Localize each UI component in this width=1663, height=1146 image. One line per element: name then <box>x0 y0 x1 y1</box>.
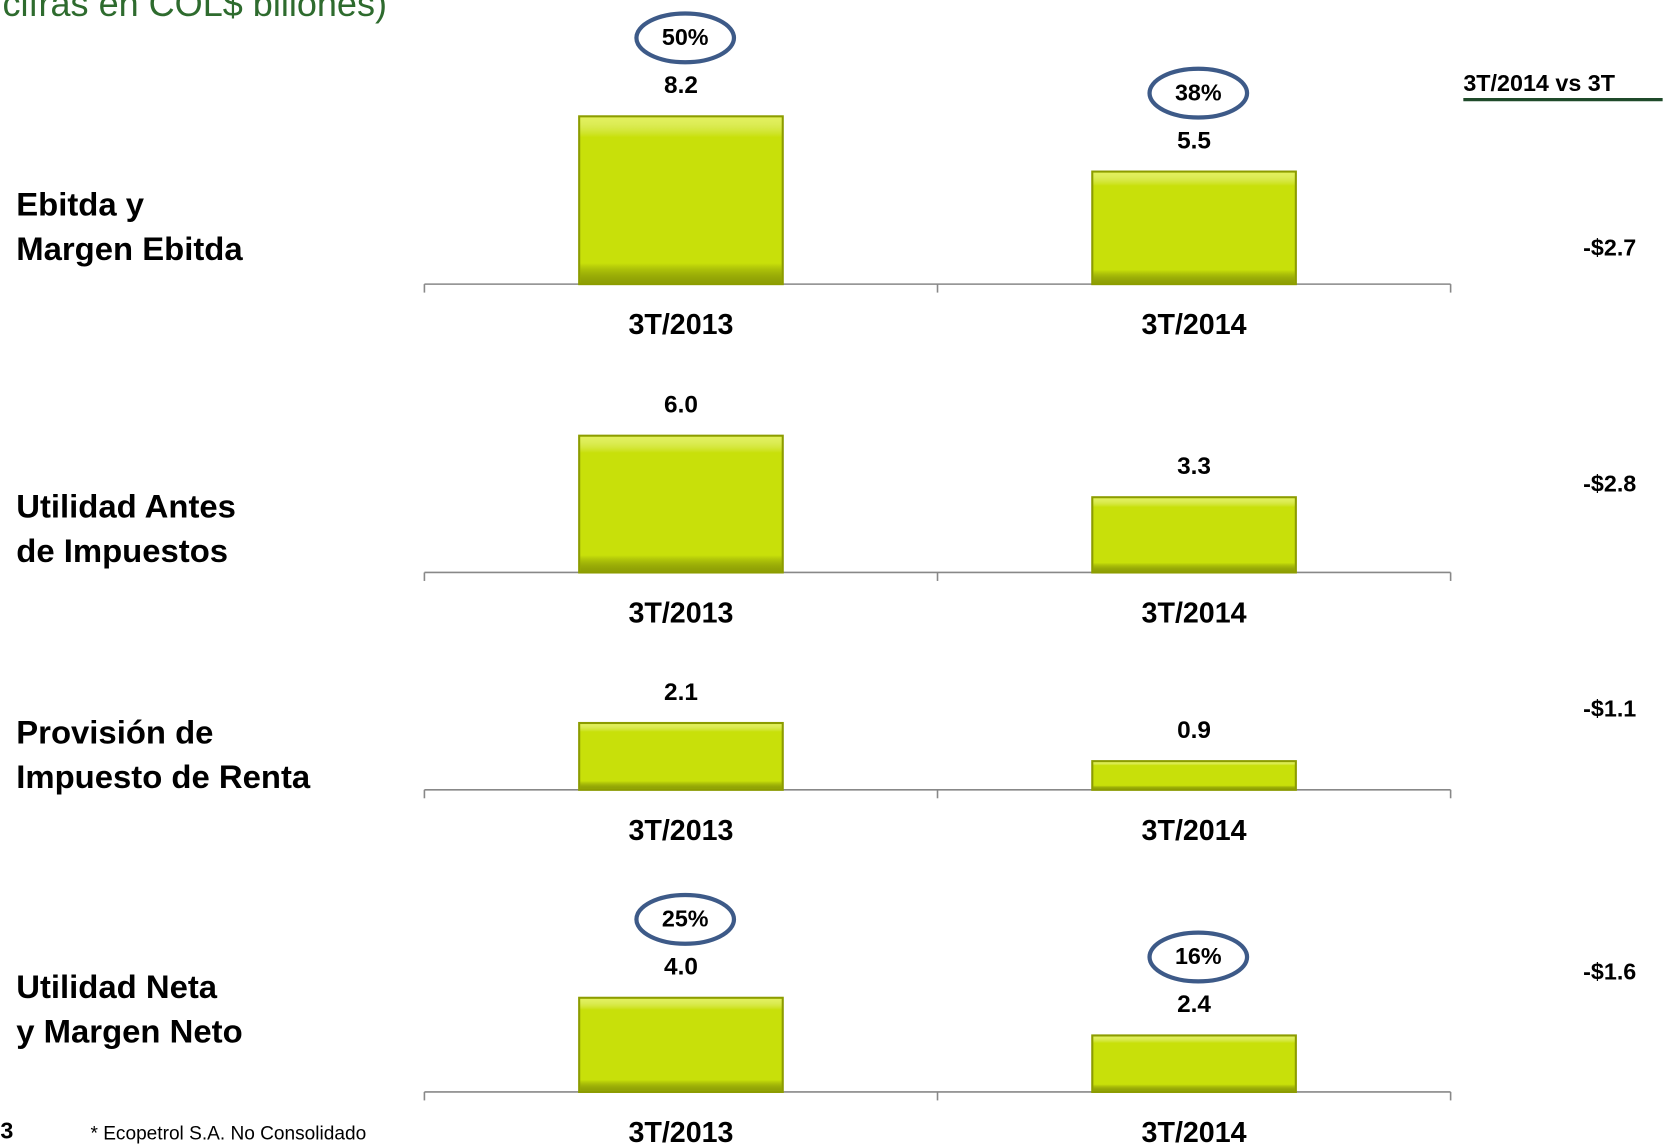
comparison-header: 3T/2014 vs 3T <box>1463 70 1615 96</box>
x-tick-label: 3T/2013 <box>628 309 733 341</box>
annotation-ring <box>634 892 737 946</box>
value-label: 2.1 <box>664 679 698 706</box>
bar-bevel <box>1093 172 1295 284</box>
row-label: Impuesto de Renta <box>16 758 311 795</box>
annotation-ring <box>634 11 737 65</box>
value-label: 0.9 <box>1177 717 1211 744</box>
bar-bevel <box>1093 498 1295 572</box>
page-number: 3 <box>0 1117 13 1143</box>
x-tick-label: 3T/2013 <box>628 815 733 847</box>
difference: -$2.7 <box>1583 234 1636 260</box>
difference: -$1.6 <box>1583 958 1636 984</box>
row-label: Provisión de <box>16 713 213 750</box>
value-label: 4.0 <box>664 954 698 981</box>
x-tick-label: 3T/2014 <box>1142 1117 1247 1146</box>
row-label: y Margen Neto <box>16 1012 242 1049</box>
annotation-ring <box>1147 66 1250 120</box>
annotation-ring <box>1147 930 1250 984</box>
value-label: 3.3 <box>1177 453 1211 480</box>
bar-bevel <box>580 724 782 789</box>
title: cifras en COL$ billones) <box>2 0 387 24</box>
row-label: de Impuestos <box>16 532 228 569</box>
bar-bevel <box>580 436 782 572</box>
x-tick-label: 3T/2014 <box>1142 815 1247 847</box>
row-label: Utilidad Neta <box>16 968 218 1005</box>
difference: -$1.1 <box>1583 695 1636 721</box>
footnote: * Ecopetrol S.A. No Consolidado <box>90 1123 366 1144</box>
x-tick-label: 3T/2014 <box>1142 309 1247 341</box>
difference: -$2.8 <box>1583 471 1636 497</box>
bar-bevel <box>580 117 782 284</box>
row-label: Ebitda y <box>16 185 145 222</box>
row-label: Utilidad Antes <box>16 488 236 525</box>
annotation: 50% <box>662 24 709 50</box>
annotation: 38% <box>1175 79 1222 105</box>
row-label: Margen Ebitda <box>16 230 243 267</box>
annotation: 25% <box>662 906 709 932</box>
x-tick-label: 3T/2013 <box>628 597 733 629</box>
annotation: 16% <box>1175 943 1222 969</box>
value-label: 2.4 <box>1177 991 1211 1018</box>
value-label: 5.5 <box>1177 127 1211 154</box>
value-label: 6.0 <box>664 391 698 418</box>
bar-bevel <box>580 998 782 1091</box>
x-tick-label: 3T/2014 <box>1142 597 1247 629</box>
bar-bevel <box>1093 762 1295 789</box>
x-tick-label: 3T/2013 <box>628 1117 733 1146</box>
bar-bevel <box>1093 1036 1295 1091</box>
value-label: 8.2 <box>664 72 698 99</box>
